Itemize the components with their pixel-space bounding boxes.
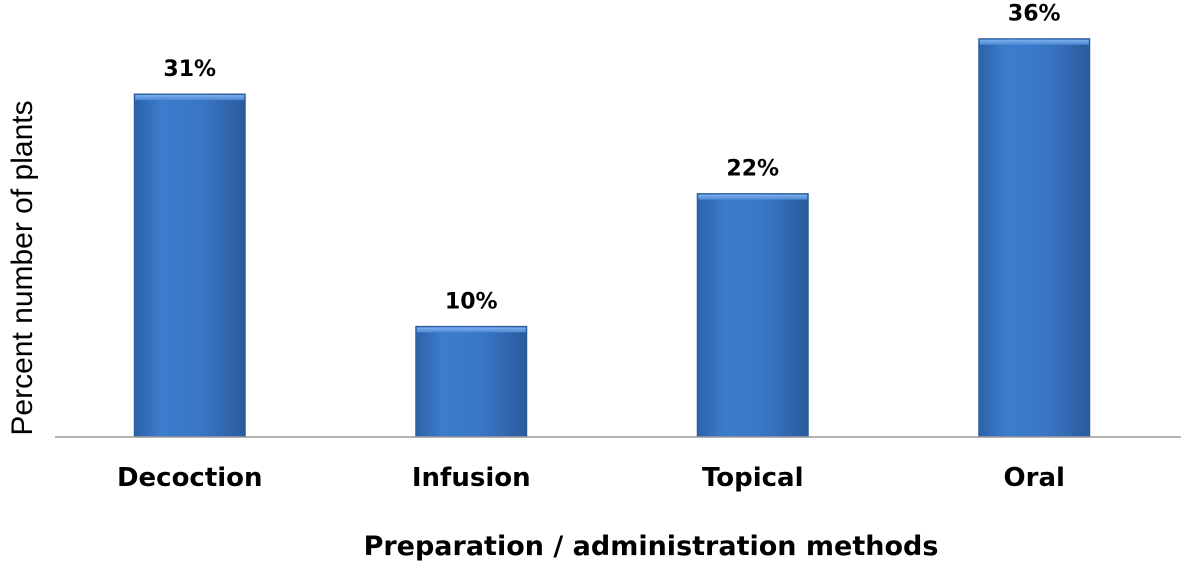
bar-highlight-infusion — [416, 327, 526, 333]
value-label-oral: 36% — [1008, 2, 1061, 27]
bar-topical — [696, 193, 809, 438]
category-label-decoction: Decoction — [117, 463, 263, 493]
value-label-topical: 22% — [726, 157, 779, 182]
x-axis-title: Preparation / administration methods — [364, 531, 939, 562]
bar-infusion — [415, 325, 528, 438]
value-label-infusion: 10% — [445, 289, 498, 314]
bar-decoction — [133, 93, 246, 438]
bars-group — [133, 38, 1091, 438]
category-labels-group: Decoction Infusion Topical Oral — [117, 463, 1065, 493]
category-label-oral: Oral — [1004, 463, 1065, 493]
category-label-topical: Topical — [702, 463, 804, 493]
bar-oral — [978, 38, 1091, 438]
bar-highlight-oral — [979, 39, 1089, 45]
bar-highlight-decoction — [135, 95, 245, 101]
bar-highlight-topical — [698, 194, 808, 200]
y-axis-title: Percent number of plants — [6, 100, 39, 435]
value-label-decoction: 31% — [163, 57, 216, 82]
category-label-infusion: Infusion — [412, 463, 531, 493]
value-labels-group: 31% 10% 22% 36% — [163, 2, 1060, 315]
